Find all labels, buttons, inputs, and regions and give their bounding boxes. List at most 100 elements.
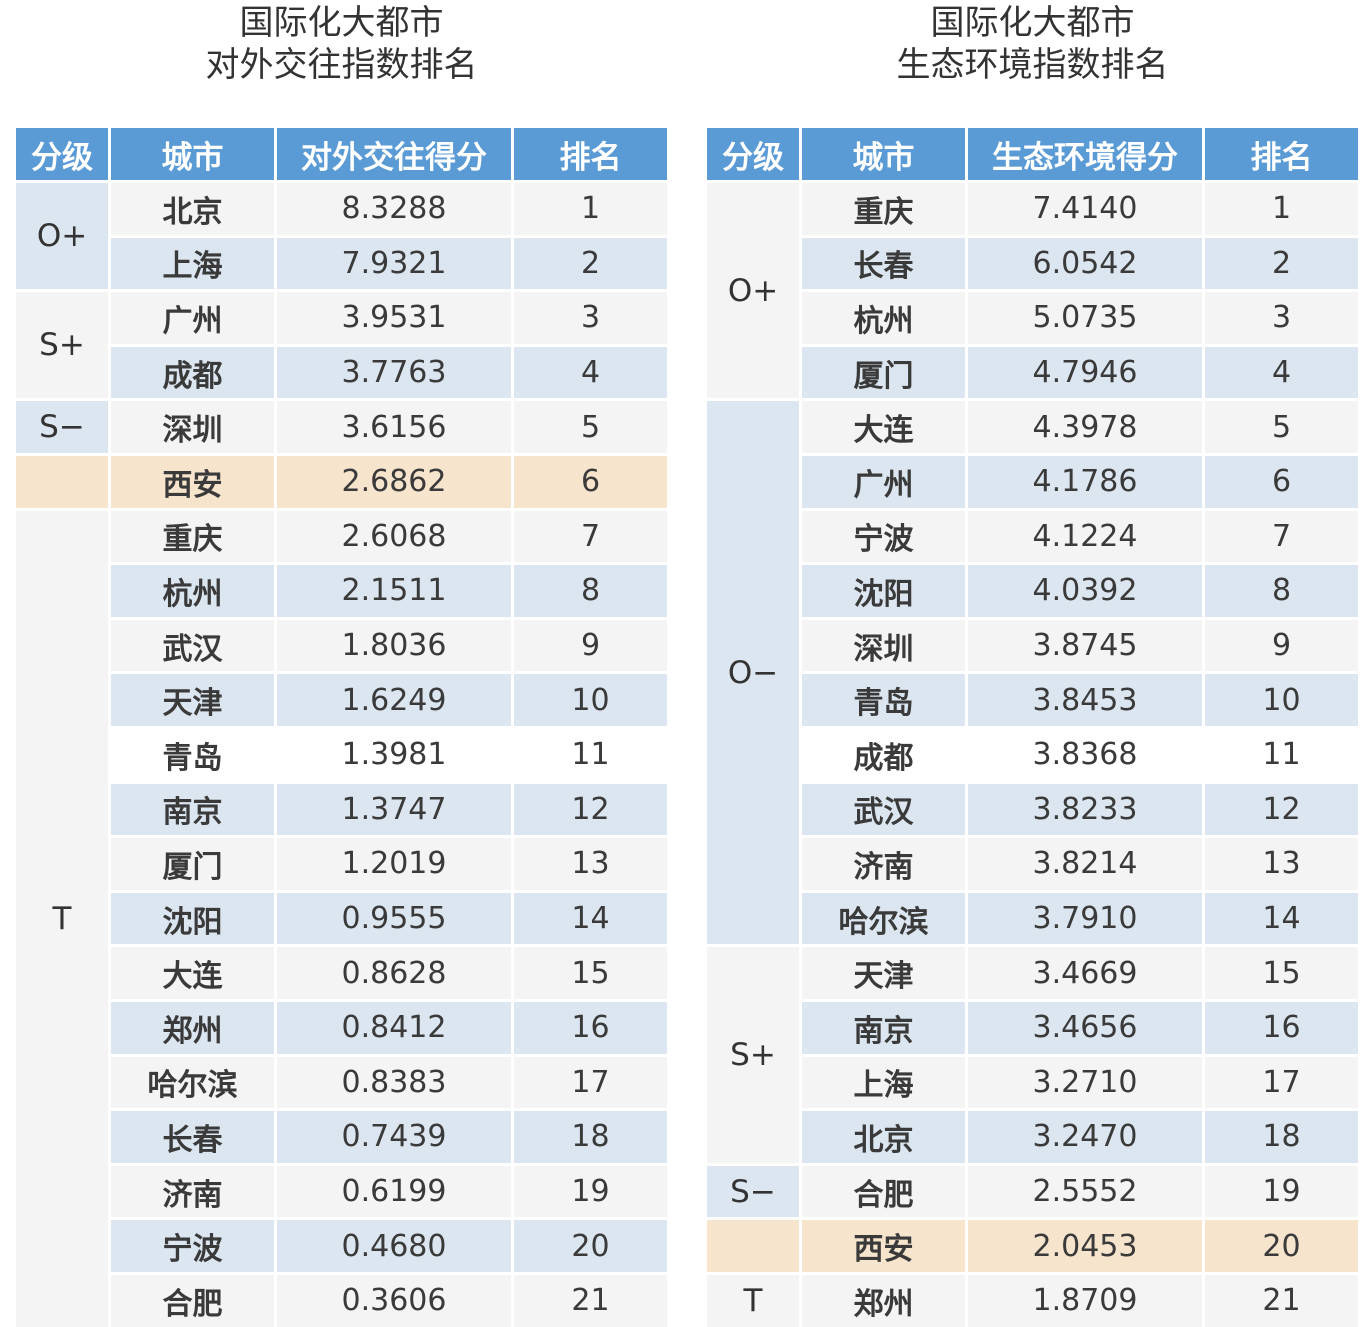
- rank-cell: 14: [514, 892, 667, 945]
- score-cell: 3.8368: [968, 729, 1202, 781]
- score-cell: 0.4680: [277, 1220, 511, 1272]
- city-cell: 长春: [802, 237, 965, 290]
- city-cell: 宁波: [111, 1220, 274, 1272]
- score-cell: 0.3606: [277, 1275, 511, 1327]
- rank-cell: 17: [1205, 1056, 1358, 1109]
- score-cell: 3.7910: [968, 892, 1202, 945]
- city-header: 城市: [111, 128, 274, 180]
- city-cell: 重庆: [802, 183, 965, 235]
- tier-cell: S−: [16, 401, 108, 453]
- rank-cell: 2: [514, 237, 667, 290]
- score-cell: 1.6249: [277, 674, 511, 726]
- score-cell: 0.8412: [277, 1002, 511, 1054]
- score-cell: 1.3981: [277, 729, 511, 781]
- rank-cell: 13: [1205, 838, 1358, 890]
- score-cell: 3.2470: [968, 1111, 1202, 1163]
- city-cell: 武汉: [802, 783, 965, 836]
- rank-cell: 18: [514, 1111, 667, 1163]
- city-cell: 重庆: [111, 510, 274, 563]
- city-cell: 厦门: [111, 838, 274, 890]
- rank-cell: 1: [514, 183, 667, 235]
- tier-cell: [16, 456, 108, 508]
- city-cell: 广州: [802, 456, 965, 508]
- city-cell: 武汉: [111, 619, 274, 672]
- tier-cell: [707, 1220, 799, 1272]
- city-cell: 上海: [802, 1056, 965, 1109]
- score-cell: 7.4140: [968, 183, 1202, 235]
- title-line-1: 国际化大都市: [930, 3, 1135, 43]
- rank-cell: 20: [1205, 1220, 1358, 1272]
- city-cell: 上海: [111, 237, 274, 290]
- score-cell: 3.7763: [277, 346, 511, 399]
- score-cell: 3.8233: [968, 783, 1202, 836]
- panel-title: 国际化大都市 生态环境指数排名: [707, 2, 1358, 122]
- tier-cell: S−: [707, 1165, 799, 1218]
- city-cell: 青岛: [802, 674, 965, 726]
- rank-cell: 16: [1205, 1002, 1358, 1054]
- tier-cell: O−: [707, 401, 799, 945]
- score-cell: 1.8709: [968, 1275, 1202, 1327]
- rank-cell: 3: [514, 292, 667, 344]
- rank-cell: 19: [1205, 1165, 1358, 1218]
- score-cell: 1.8036: [277, 619, 511, 672]
- rank-cell: 11: [514, 729, 667, 781]
- rank-cell: 20: [514, 1220, 667, 1272]
- rank-cell: 6: [514, 456, 667, 508]
- city-cell: 天津: [802, 947, 965, 999]
- title-line-2: 生态环境指数排名: [896, 45, 1169, 85]
- rank-cell: 5: [1205, 401, 1358, 453]
- score-cell: 3.8745: [968, 619, 1202, 672]
- rank-cell: 15: [514, 947, 667, 999]
- rank-cell: 12: [1205, 783, 1358, 836]
- score-cell: 2.1511: [277, 565, 511, 617]
- rank-header: 排名: [514, 128, 667, 180]
- rank-cell: 4: [1205, 346, 1358, 399]
- score-header: 生态环境得分: [968, 128, 1202, 180]
- city-cell: 哈尔滨: [111, 1056, 274, 1109]
- rank-cell: 19: [514, 1165, 667, 1218]
- city-cell: 西安: [111, 456, 274, 508]
- city-cell: 青岛: [111, 729, 274, 781]
- rank-cell: 10: [1205, 674, 1358, 726]
- city-cell: 深圳: [802, 619, 965, 672]
- city-cell: 杭州: [802, 292, 965, 344]
- score-cell: 2.5552: [968, 1165, 1202, 1218]
- tier-cell: S+: [16, 292, 108, 399]
- city-cell: 长春: [111, 1111, 274, 1163]
- city-cell: 成都: [111, 346, 274, 399]
- rank-cell: 21: [514, 1275, 667, 1327]
- rank-cell: 10: [514, 674, 667, 726]
- rank-cell: 12: [514, 783, 667, 836]
- score-cell: 2.0453: [968, 1220, 1202, 1272]
- score-cell: 1.2019: [277, 838, 511, 890]
- tier-cell: T: [16, 510, 108, 1327]
- panel-title: 国际化大都市 对外交往指数排名: [16, 2, 667, 122]
- rank-cell: 7: [514, 510, 667, 563]
- city-cell: 济南: [802, 838, 965, 890]
- city-cell: 北京: [802, 1111, 965, 1163]
- score-cell: 3.8453: [968, 674, 1202, 726]
- rank-cell: 4: [514, 346, 667, 399]
- city-cell: 合肥: [111, 1275, 274, 1327]
- score-cell: 3.4669: [968, 947, 1202, 999]
- city-cell: 沈阳: [802, 565, 965, 617]
- score-cell: 0.8628: [277, 947, 511, 999]
- rank-cell: 3: [1205, 292, 1358, 344]
- tier-cell: T: [707, 1275, 799, 1327]
- city-cell: 西安: [802, 1220, 965, 1272]
- title-line-2: 对外交往指数排名: [205, 45, 478, 85]
- tier-cell: S+: [707, 947, 799, 1163]
- city-cell: 南京: [802, 1002, 965, 1054]
- score-cell: 0.9555: [277, 892, 511, 945]
- city-cell: 济南: [111, 1165, 274, 1218]
- rank-header: 排名: [1205, 128, 1358, 180]
- score-cell: 5.0735: [968, 292, 1202, 344]
- city-cell: 郑州: [802, 1275, 965, 1327]
- city-cell: 杭州: [111, 565, 274, 617]
- score-header: 对外交往得分: [277, 128, 511, 180]
- city-cell: 哈尔滨: [802, 892, 965, 945]
- city-cell: 宁波: [802, 510, 965, 563]
- rank-cell: 8: [514, 565, 667, 617]
- city-header: 城市: [802, 128, 965, 180]
- city-cell: 合肥: [802, 1165, 965, 1218]
